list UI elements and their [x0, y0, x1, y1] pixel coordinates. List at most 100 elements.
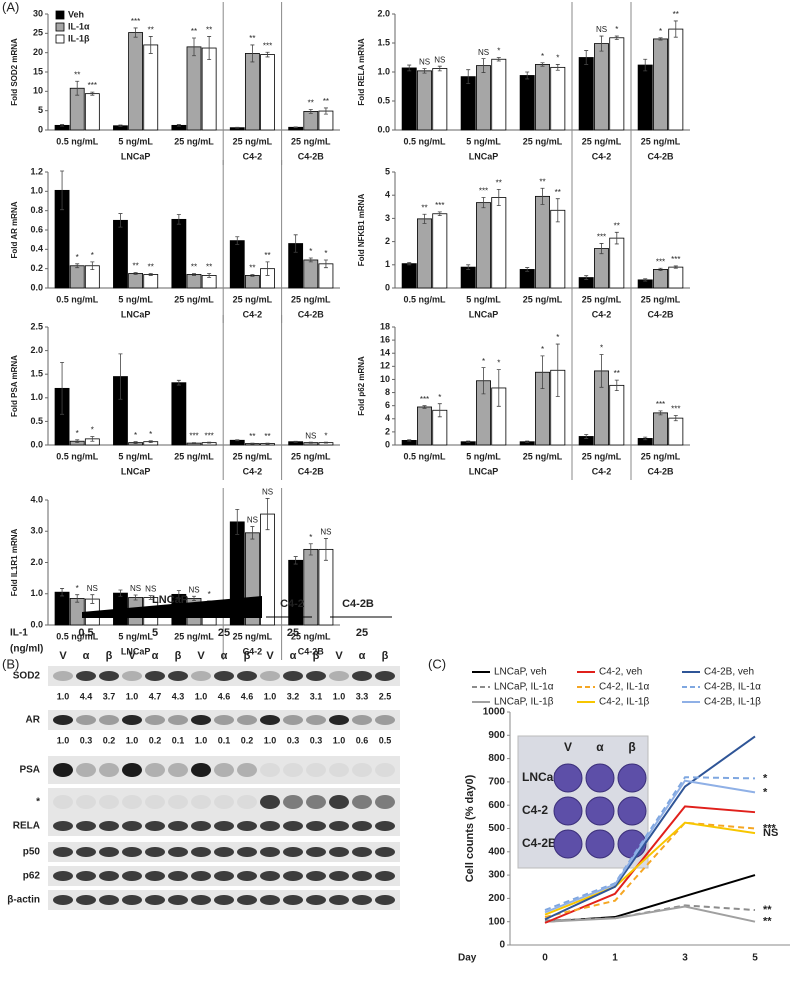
error-bar [207, 441, 212, 444]
y-tick-label: 4.0 [30, 494, 43, 504]
y-tick-label: 0 [499, 940, 505, 951]
x-tick-label: 25 ng/mL [233, 631, 273, 641]
significance: * [497, 359, 500, 368]
significance: ** [763, 916, 772, 928]
significance: ** [264, 251, 270, 260]
well [585, 796, 615, 826]
significance: * [324, 431, 327, 440]
error-bar [192, 273, 196, 276]
quantification: 0.1 [218, 735, 231, 745]
y-axis-label: Cell counts (% day0) [464, 774, 476, 882]
y-tick-label: 14 [380, 348, 390, 358]
y-tick-label: 1.0 [30, 588, 43, 598]
error-bar [555, 198, 560, 223]
bar [303, 259, 319, 289]
y-axis-label: Fold SOD2 mRNA [10, 38, 19, 106]
treatment-label: (ng/ml) [10, 644, 43, 655]
band [283, 821, 303, 831]
bar [491, 197, 507, 289]
band [145, 821, 165, 831]
x-tick-label: 5 ng/mL [118, 136, 153, 146]
blot-row-label: RELA [13, 821, 40, 832]
error-bar [658, 410, 663, 416]
x-tick-label: 5 ng/mL [466, 294, 501, 304]
band [191, 715, 211, 725]
band [260, 715, 280, 725]
significance: * [324, 249, 327, 258]
band [214, 847, 234, 857]
bar [535, 195, 550, 289]
bar [417, 70, 432, 131]
y-tick-label: 500 [488, 823, 505, 834]
y-tick-label: 0 [385, 282, 390, 292]
significance: ** [539, 177, 545, 186]
band [76, 763, 96, 777]
bar [653, 269, 668, 289]
bar [143, 274, 159, 289]
error-bar [60, 170, 65, 211]
band [329, 795, 349, 809]
bar [186, 274, 202, 289]
band [352, 847, 372, 857]
band [145, 715, 165, 725]
band [99, 795, 119, 809]
significance: *** [435, 201, 444, 210]
y-tick-label: 1.2 [30, 166, 43, 176]
band [76, 895, 96, 905]
well [585, 829, 615, 859]
band [375, 671, 395, 681]
error-bar [584, 50, 589, 65]
band [145, 795, 165, 809]
x-tick-label: 25 ng/mL [291, 136, 331, 146]
error-bar [207, 36, 212, 61]
bar [84, 93, 100, 131]
significance: * [659, 27, 662, 36]
bar [609, 37, 625, 131]
bar [401, 67, 417, 131]
band [122, 821, 142, 831]
error-bar [90, 261, 95, 271]
quantification: 0.2 [149, 735, 162, 745]
error-bar [481, 197, 486, 209]
error-bar [308, 441, 313, 444]
error-bar [90, 91, 95, 96]
bar [303, 548, 319, 626]
error-bar [148, 273, 153, 276]
error-bar [176, 379, 181, 386]
bar [519, 269, 535, 289]
band [237, 795, 257, 809]
lane-label: α [83, 650, 90, 662]
error-bar [540, 187, 545, 205]
error-bar [133, 441, 138, 444]
band [375, 795, 395, 809]
y-axis-label: Fold NFKB1 mRNA [357, 194, 366, 267]
significance: *** [263, 41, 272, 50]
significance: *** [656, 400, 665, 409]
y-tick-label: 20 [33, 47, 43, 57]
error-bar [481, 367, 486, 395]
x-tick-label: 25 ng/mL [174, 294, 214, 304]
band [99, 763, 119, 777]
line [544, 735, 756, 921]
quantification: 4.4 [80, 691, 93, 701]
bar [244, 275, 260, 289]
lane-label: α [290, 650, 297, 662]
error-bar [466, 264, 471, 270]
error-bar [148, 440, 153, 444]
error-bar [673, 265, 678, 269]
legend-label: Veh [68, 9, 84, 19]
band [168, 821, 188, 831]
bar [668, 28, 684, 131]
bar [69, 265, 85, 289]
x-tick-label: 5 ng/mL [466, 136, 501, 146]
blot-row-label: p62 [23, 871, 41, 882]
group-label: LNCaP [469, 151, 499, 161]
group-label: C4-2 [592, 309, 612, 319]
inset-row-label: LNCaP [522, 770, 561, 784]
y-tick-label: 0.0 [30, 439, 43, 449]
error-bar [437, 65, 442, 72]
group-label: C4-2B [298, 466, 325, 476]
bar [417, 218, 432, 289]
bar [653, 412, 668, 446]
error-bar [250, 44, 255, 63]
